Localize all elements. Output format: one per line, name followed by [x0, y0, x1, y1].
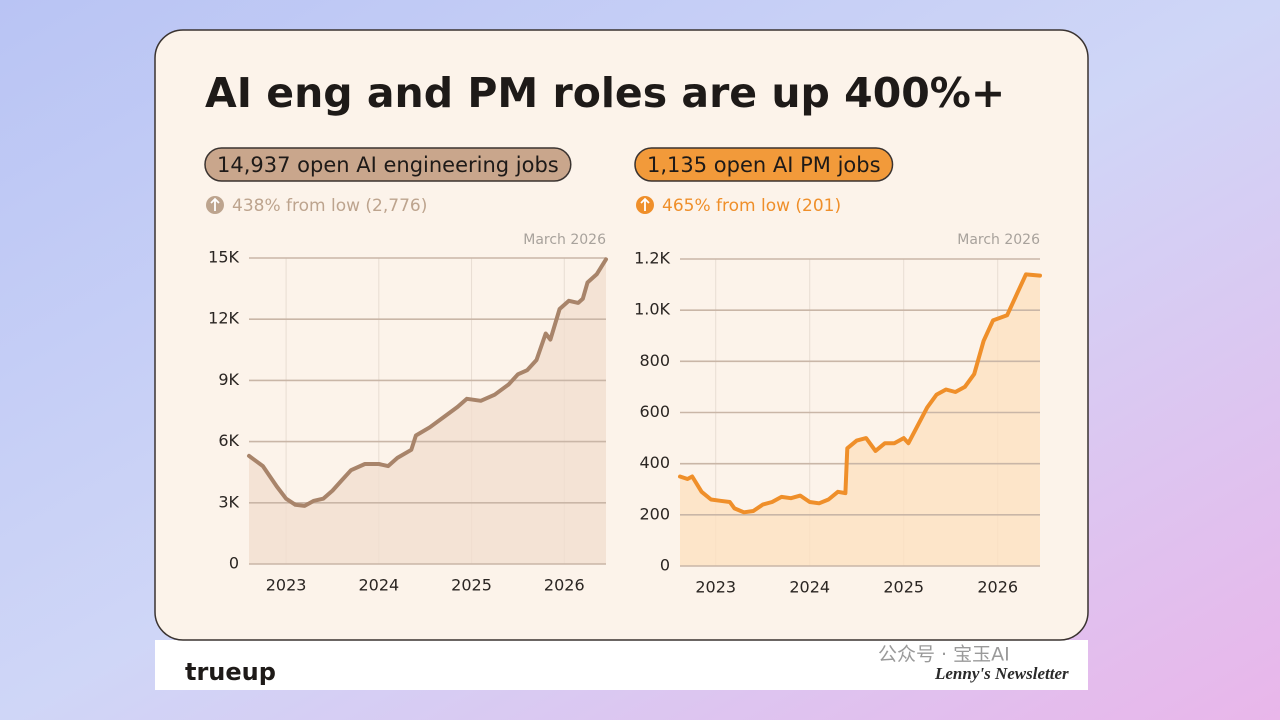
headline: 1,135 open AI PM jobs: [647, 153, 881, 177]
title: AI eng and PM roles are up 400%+: [205, 69, 1005, 117]
y-tick-label: 15K: [208, 248, 239, 267]
change-label: 438% from low (2,776): [232, 196, 427, 216]
headline: 14,937 open AI engineering jobs: [217, 153, 559, 177]
arrow-glyph: [640, 197, 650, 211]
newsletter: Lenny's Newsletter: [934, 664, 1069, 683]
annotation: March 2026: [957, 232, 1040, 248]
x-tick-label: 2023: [266, 576, 307, 595]
y-tick-label: 200: [639, 504, 670, 523]
y-tick-label: 600: [639, 402, 670, 421]
headline-pill: [634, 147, 894, 182]
brand: trueup: [185, 658, 276, 686]
x-tick-label: 2025: [883, 578, 924, 597]
x-tick-label: 2023: [695, 578, 736, 597]
change-label: 465% from low (201): [662, 196, 841, 216]
headline-pill: [204, 147, 572, 182]
y-tick-label: 9K: [218, 370, 239, 389]
y-tick-label: 800: [639, 351, 670, 370]
y-tick-label: 3K: [218, 492, 239, 511]
arrow-glyph: [210, 197, 220, 211]
x-tick-label: 2025: [451, 576, 492, 595]
data-line: [678, 272, 1042, 515]
x-tick-label: 2026: [977, 578, 1018, 597]
y-tick-label: 1.0K: [634, 300, 670, 319]
x-tick-label: 2024: [358, 576, 399, 595]
area-fill: [249, 259, 606, 564]
area-fill: [680, 274, 1040, 566]
y-tick-label: 12K: [208, 309, 239, 328]
footer-strip: [155, 640, 1088, 690]
x-tick-label: 2024: [789, 578, 830, 597]
x-tick-label: 2026: [544, 576, 585, 595]
y-tick-label: 1.2K: [634, 249, 670, 268]
y-tick-label: 0: [229, 554, 239, 573]
y-tick-label: 0: [660, 556, 670, 575]
annotation: March 2026: [523, 232, 606, 248]
y-tick-label: 400: [639, 453, 670, 472]
y-tick-label: 6K: [218, 431, 239, 450]
data-line: [247, 257, 608, 508]
watermark: 公众号 · 宝玉AI: [878, 644, 1010, 666]
